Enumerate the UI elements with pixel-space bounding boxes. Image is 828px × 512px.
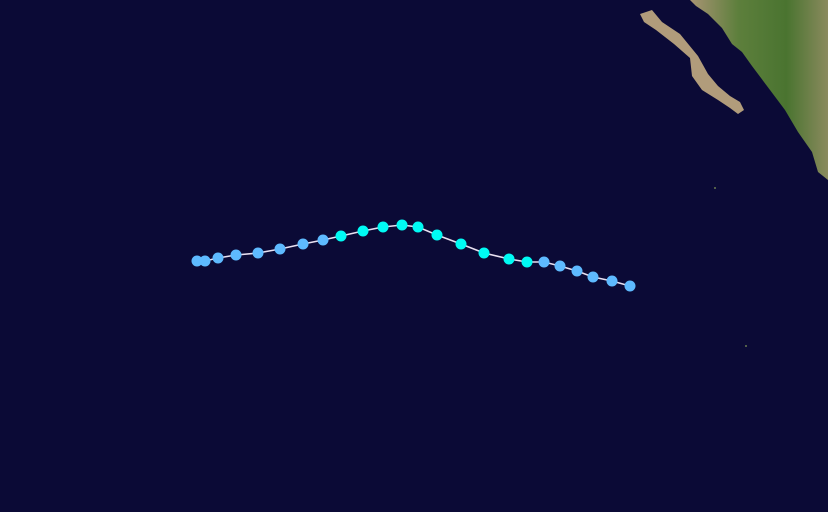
track-point-tropical-depression: [297, 238, 309, 250]
island: [714, 187, 716, 189]
island: [745, 345, 747, 347]
track-point-tropical-depression: [538, 256, 550, 268]
track-point-tropical-depression: [191, 255, 203, 267]
track-points: [191, 219, 636, 292]
track-point-tropical-storm: [335, 230, 347, 242]
track-point-tropical-storm: [455, 238, 467, 250]
track-point-tropical-storm: [357, 225, 369, 237]
track-point-tropical-storm: [503, 253, 515, 265]
track-point-tropical-depression: [571, 265, 583, 277]
track-point-tropical-depression: [317, 234, 329, 246]
track-point-tropical-depression: [606, 275, 618, 287]
track-point-tropical-depression: [212, 252, 224, 264]
track-point-tropical-storm: [521, 256, 533, 268]
track-point-tropical-storm: [377, 221, 389, 233]
track-point-tropical-storm: [431, 229, 443, 241]
track-point-tropical-depression: [587, 271, 599, 283]
track-point-tropical-storm: [412, 221, 424, 233]
track-point-tropical-storm: [478, 247, 490, 259]
track-point-tropical-depression: [274, 243, 286, 255]
track-point-tropical-depression: [199, 255, 211, 267]
baja-california-peninsula: [640, 10, 744, 114]
track-point-tropical-depression: [554, 260, 566, 272]
track-point-tropical-depression: [252, 247, 264, 259]
track-point-tropical-depression: [230, 249, 242, 261]
mainland-mexico: [690, 0, 828, 180]
track-point-tropical-storm: [396, 219, 408, 231]
track-point-tropical-depression: [624, 280, 636, 292]
